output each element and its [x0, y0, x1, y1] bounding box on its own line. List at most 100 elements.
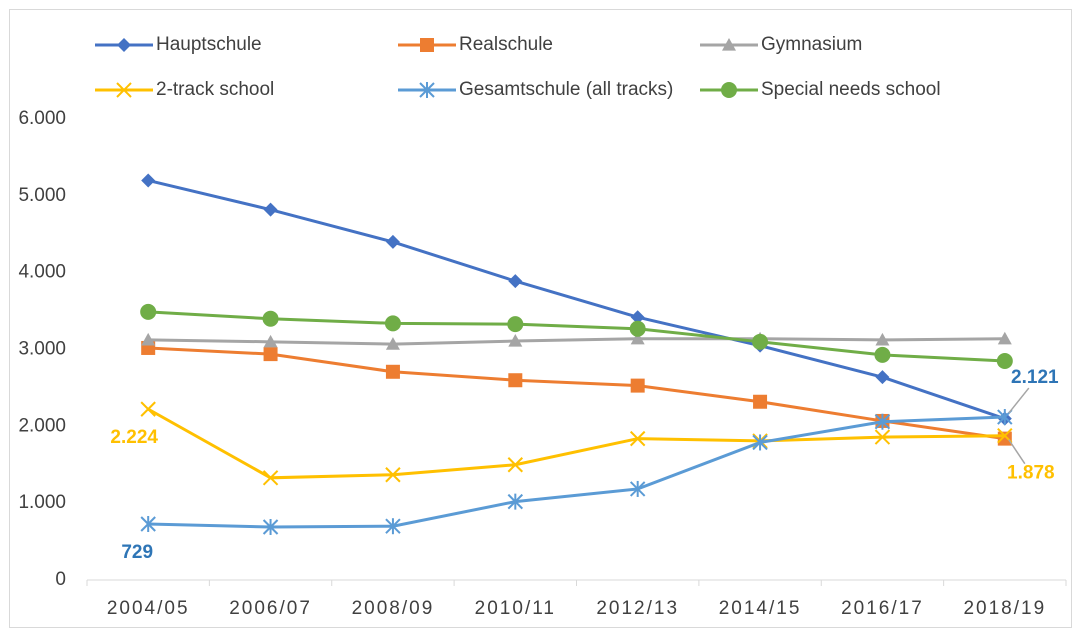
legend-marker [419, 82, 435, 98]
legend-label: Gesamtschule (all tracks) [459, 79, 673, 100]
marker-shape [753, 394, 768, 409]
chart-frame [9, 9, 1072, 628]
data-label: 2.121 [1011, 367, 1059, 388]
marker [996, 353, 1013, 370]
y-tick-label: 4.000 [18, 262, 66, 283]
marker-shape [996, 353, 1013, 370]
marker [263, 334, 278, 348]
marker [629, 430, 646, 447]
legend-marker [420, 38, 434, 52]
legend-marker [722, 38, 736, 51]
marker-shape [420, 38, 434, 52]
marker [385, 518, 401, 535]
marker-shape [385, 337, 400, 350]
marker-shape [721, 82, 737, 98]
marker-shape [997, 331, 1012, 345]
marker-shape [630, 310, 645, 325]
series-line [148, 337, 1005, 346]
marker-shape [997, 431, 1012, 446]
marker-shape [384, 315, 401, 332]
marker [385, 467, 401, 483]
marker-shape [140, 303, 157, 320]
series-line [148, 346, 1006, 441]
marker [262, 470, 279, 486]
marker [752, 333, 769, 350]
marker-shape [262, 310, 279, 327]
marker [263, 202, 278, 217]
marker [507, 493, 524, 510]
y-tick-label: 0 [55, 569, 66, 590]
marker-shape [263, 334, 278, 348]
legend-marker [116, 82, 132, 98]
legend-label: Gymnasium [761, 34, 862, 55]
marker-shape [117, 38, 131, 52]
marker [263, 347, 278, 362]
x-tick-label: 2012/13 [596, 598, 679, 619]
marker [140, 401, 156, 417]
marker [630, 331, 645, 345]
series-line [147, 179, 1006, 421]
x-tick-label: 2008/09 [352, 598, 435, 619]
marker-shape [722, 38, 736, 51]
marker [262, 518, 279, 535]
leader-line [1008, 439, 1026, 465]
marker [385, 337, 400, 350]
marker-shape [385, 364, 400, 379]
marker [997, 431, 1012, 446]
series-line [148, 310, 1005, 363]
marker [508, 274, 523, 289]
marker-shape [752, 333, 769, 350]
marker [140, 303, 157, 320]
marker-shape [874, 429, 891, 445]
marker-shape [875, 332, 890, 346]
legend-label: Realschule [459, 34, 553, 55]
marker [630, 378, 645, 393]
legend-label: Hauptschule [156, 34, 262, 55]
x-tick-label: 2004/05 [107, 598, 190, 619]
marker-shape [140, 401, 156, 417]
marker-shape [507, 316, 524, 333]
marker [997, 331, 1012, 345]
legend-marker [721, 82, 737, 98]
y-tick-label: 3.000 [18, 339, 66, 360]
marker [874, 429, 891, 445]
x-tick-label: 2006/07 [229, 598, 312, 619]
marker [508, 373, 523, 388]
marker [874, 413, 891, 430]
x-tick-label: 2014/15 [719, 598, 802, 619]
marker-shape [385, 234, 400, 249]
data-label: 1.878 [1007, 463, 1055, 484]
data-label: 2.224 [110, 427, 158, 448]
marker [140, 515, 156, 532]
marker-shape [997, 427, 1013, 444]
x-tick-label: 2016/17 [841, 598, 924, 619]
legend-label: 2-track school [156, 79, 274, 100]
marker-shape [629, 320, 646, 337]
marker-shape [508, 334, 523, 347]
marker-shape [507, 457, 524, 473]
marker [753, 394, 768, 409]
series-line [148, 415, 1005, 529]
marker [508, 334, 523, 347]
marker-shape [116, 82, 132, 98]
marker-shape [262, 470, 279, 486]
marker [385, 234, 400, 249]
marker-shape [508, 274, 523, 289]
marker [629, 320, 646, 337]
legend-marker [117, 38, 131, 52]
marker [875, 370, 890, 385]
marker-shape [141, 173, 156, 188]
marker [875, 332, 890, 346]
marker-shape [630, 378, 645, 393]
marker [141, 332, 156, 346]
x-tick-label: 2018/19 [963, 598, 1046, 619]
marker-shape [508, 373, 523, 388]
marker-shape [629, 430, 646, 447]
marker [141, 173, 156, 188]
marker-shape [385, 467, 401, 483]
marker-shape [263, 347, 278, 362]
marker [629, 480, 646, 497]
leader-line [1008, 387, 1030, 414]
marker [262, 310, 279, 327]
